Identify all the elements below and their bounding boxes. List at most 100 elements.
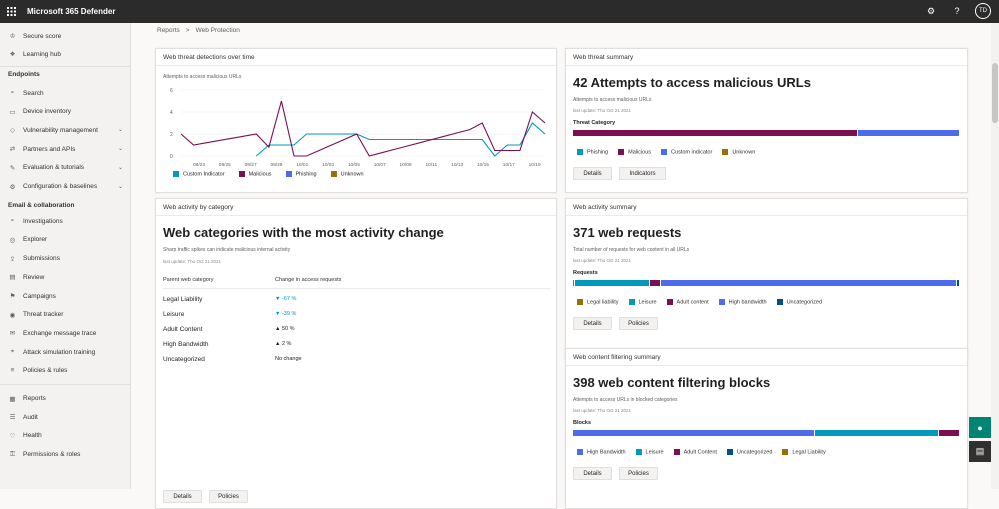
series-line-custom-indicator[interactable] bbox=[255, 122, 546, 157]
sidebar-item-label: Secure score bbox=[23, 32, 62, 40]
audit-icon: ☰ bbox=[9, 414, 16, 422]
legend-label: Custom Indicator bbox=[183, 171, 225, 178]
sidebar-item-permissions-roles[interactable]: ⚿ Permissions & roles bbox=[0, 448, 130, 462]
chevron-down-icon[interactable]: ⌄ bbox=[117, 183, 123, 190]
indicators-button[interactable]: Indicators bbox=[619, 167, 666, 180]
sidebar-item-secure-score[interactable]: ♔ Secure score bbox=[0, 29, 130, 43]
bar-segment-high-bandwidth[interactable] bbox=[661, 280, 956, 286]
sidebar-item-campaigns[interactable]: ⚑ Campaigns bbox=[0, 289, 130, 303]
legend-swatch bbox=[628, 299, 635, 305]
sidebar-item-partners-and-apis[interactable]: ⇄ Partners and APIs ⌄ bbox=[0, 142, 130, 156]
sidebar-item-label: Configuration & baselines bbox=[23, 183, 98, 190]
chat-icon[interactable]: ▤ bbox=[969, 441, 991, 462]
details-button[interactable]: Details bbox=[573, 317, 612, 330]
app-title[interactable]: Microsoft 365 Defender bbox=[27, 7, 116, 16]
bar-segment-malicious[interactable] bbox=[573, 130, 858, 136]
sidebar-item-reports[interactable]: ▦ Reports bbox=[0, 392, 130, 406]
sidebar-item-investigations[interactable]: ⌕ Investigations bbox=[0, 214, 130, 228]
bar-segment-high-bandwidth[interactable] bbox=[573, 430, 815, 436]
attack-sim-icon: ⌖ bbox=[10, 348, 15, 356]
feedback-icon[interactable]: ● bbox=[969, 417, 991, 438]
sidebar-item-learning-hub[interactable]: ❖ Learning hub bbox=[0, 47, 130, 61]
y-tick-label: 4 bbox=[170, 110, 173, 116]
y-tick-label: 0 bbox=[170, 154, 173, 160]
legend-item: Adult content bbox=[666, 299, 709, 305]
sidebar-item-health[interactable]: ♡ Health bbox=[0, 429, 130, 443]
bar-segment-leisure[interactable] bbox=[575, 280, 650, 286]
legend-swatch bbox=[726, 449, 733, 455]
legend-swatch bbox=[618, 149, 625, 155]
learning-icon: ❖ bbox=[9, 51, 16, 58]
x-tick-label: 10/11 bbox=[426, 162, 438, 168]
chevron-down-icon[interactable]: ⌄ bbox=[117, 146, 123, 153]
legend-item: Uncategorized bbox=[726, 449, 772, 455]
chart-subtitle: Attempts to access malicious URLs bbox=[163, 74, 242, 80]
legend-item[interactable]: Phishing bbox=[285, 171, 317, 177]
x-tick-label: 09/27 bbox=[245, 162, 257, 168]
sidebar-item-exchange-message-trace[interactable]: ✉ Exchange message trace bbox=[0, 326, 130, 340]
sidebar-item-attack-simulation-training[interactable]: ⌖ Attack simulation training bbox=[0, 345, 130, 359]
exchange-icon: ✉ bbox=[9, 330, 16, 338]
sidebar-item-threat-tracker[interactable]: ◉ Threat tracker bbox=[0, 308, 130, 322]
top-bar: Microsoft 365 Defender ⚙ ? TD bbox=[0, 0, 999, 23]
vulnerability-icon: ◇ bbox=[10, 127, 15, 135]
legend-item[interactable]: Malicious bbox=[238, 171, 272, 177]
health-icon: ♡ bbox=[9, 432, 16, 440]
app-launcher-icon[interactable] bbox=[0, 0, 23, 23]
sidebar-item-configuration-baselines[interactable]: ⚙ Configuration & baselines ⌄ bbox=[0, 180, 130, 194]
user-avatar[interactable]: TD bbox=[975, 3, 991, 19]
details-button[interactable]: Details bbox=[573, 467, 612, 480]
policies-button[interactable]: Policies bbox=[209, 490, 248, 503]
sidebar-item-search[interactable]: ⌕ Search bbox=[0, 86, 130, 100]
scrollbar-thumb[interactable] bbox=[992, 63, 998, 123]
legend-item: Uncategorized bbox=[776, 299, 822, 305]
series-line-malicious[interactable] bbox=[180, 100, 546, 157]
legend-label: High Bandwidth bbox=[587, 449, 626, 456]
bar-segment-custom-indicator[interactable] bbox=[858, 130, 959, 136]
legend-label: Leisure bbox=[645, 449, 664, 456]
sidebar-item-explorer[interactable]: ◎ Explorer bbox=[0, 233, 130, 247]
sidebar-item-evaluation-tutorials[interactable]: ✎ Evaluation & tutorials ⌄ bbox=[0, 161, 130, 175]
bar-segment-adult-content[interactable] bbox=[939, 430, 959, 436]
help-icon[interactable]: ? bbox=[954, 6, 960, 16]
legend-item[interactable]: Custom Indicator bbox=[173, 171, 225, 177]
legend-swatch bbox=[718, 299, 725, 305]
sidebar-item-label: Exchange message trace bbox=[23, 329, 97, 337]
policies-button[interactable]: Policies bbox=[619, 467, 658, 480]
explorer-icon: ◎ bbox=[9, 236, 16, 244]
sidebar-item-review[interactable]: ▤ Review bbox=[0, 270, 130, 284]
page-scrollbar[interactable] bbox=[991, 23, 999, 489]
breadcrumb-reports[interactable]: Reports bbox=[157, 27, 180, 34]
sidebar-item-audit[interactable]: ☰ Audit bbox=[0, 410, 130, 424]
details-button[interactable]: Details bbox=[573, 167, 612, 180]
x-tick-label: 10/09 bbox=[400, 162, 412, 168]
sidebar-item-device-inventory[interactable]: ▭ Device inventory bbox=[0, 105, 130, 119]
bar-segment-leisure[interactable] bbox=[815, 430, 939, 436]
policies-button[interactable]: Policies bbox=[619, 317, 658, 330]
settings-gear-icon[interactable]: ⚙ bbox=[926, 5, 936, 16]
bar-segment-legal-liability[interactable] bbox=[573, 280, 575, 286]
chevron-down-icon[interactable]: ⌄ bbox=[117, 164, 123, 171]
legend-item: Leisure bbox=[628, 299, 657, 305]
legend-item[interactable]: Unknown bbox=[330, 171, 364, 177]
sidebar-item-vulnerability-management[interactable]: ◇ Vulnerability management ⌄ bbox=[0, 123, 130, 137]
sidebar-item-submissions[interactable]: ⇪ Submissions bbox=[0, 252, 130, 266]
card-title: Web activity by category bbox=[156, 199, 556, 216]
details-button[interactable]: Details bbox=[163, 490, 202, 503]
x-tick-label: 08/23 bbox=[193, 162, 205, 168]
breadcrumb-separator: > bbox=[185, 27, 190, 34]
chevron-down-icon[interactable]: ⌄ bbox=[117, 127, 123, 134]
reports-icon: ▦ bbox=[9, 395, 16, 403]
sidebar-item-label: Partners and APIs bbox=[23, 145, 76, 153]
requests-legend: Legal liability Leisure Adult content High … bbox=[577, 299, 822, 305]
bar-segment-uncategorized[interactable] bbox=[956, 280, 959, 286]
legend-item: High bandwidth bbox=[718, 299, 767, 305]
bar-segment-adult-content[interactable] bbox=[650, 280, 661, 286]
sidebar-item-label: Audit bbox=[23, 413, 38, 421]
sidebar-heading-endpoints: Endpoints bbox=[8, 71, 40, 78]
search-icon: ⌕ bbox=[10, 89, 15, 96]
sidebar-item-policies-rules[interactable]: ≡ Policies & rules bbox=[0, 364, 130, 378]
category-name: Leisure bbox=[163, 311, 185, 318]
table-row: Adult Content ▲ 50 % bbox=[163, 326, 543, 336]
legend-swatch bbox=[238, 171, 245, 177]
